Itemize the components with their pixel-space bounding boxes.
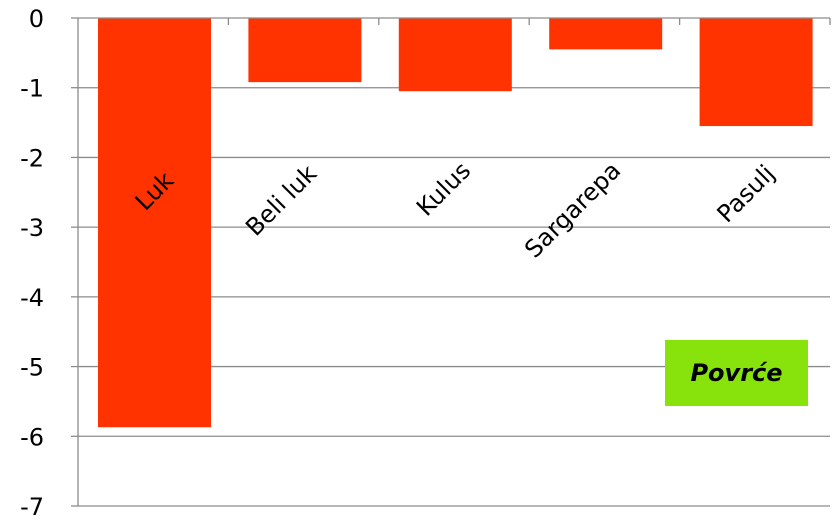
bar bbox=[248, 18, 362, 83]
y-tick-labels: 0 -1 -2 -3 -4 -5 -6 -7 bbox=[20, 5, 44, 521]
y-tick-label: -7 bbox=[20, 493, 44, 521]
axes bbox=[71, 17, 831, 507]
bar bbox=[549, 18, 663, 50]
y-tick-label: -6 bbox=[20, 423, 44, 451]
category-label: Pasulj bbox=[712, 159, 781, 228]
y-tick-label: -2 bbox=[20, 144, 44, 172]
legend-box: Povrće bbox=[665, 340, 808, 406]
bar bbox=[699, 18, 813, 127]
category-label: Beli luk bbox=[240, 159, 322, 241]
bar bbox=[98, 18, 211, 428]
y-tick-label: -5 bbox=[20, 354, 44, 382]
y-tick-label: -4 bbox=[20, 284, 44, 312]
y-tick-label: -1 bbox=[20, 75, 44, 103]
y-tick-label: 0 bbox=[29, 5, 44, 33]
y-tick-label: -3 bbox=[20, 214, 44, 242]
category-labels: Luk Beli luk Kulus Sargarepa Pasulj bbox=[130, 156, 781, 263]
bars bbox=[98, 18, 813, 428]
bar bbox=[398, 18, 512, 92]
legend-label: Povrće bbox=[690, 359, 783, 387]
category-label: Kulus bbox=[411, 156, 476, 221]
category-label: Sargarepa bbox=[519, 156, 626, 263]
